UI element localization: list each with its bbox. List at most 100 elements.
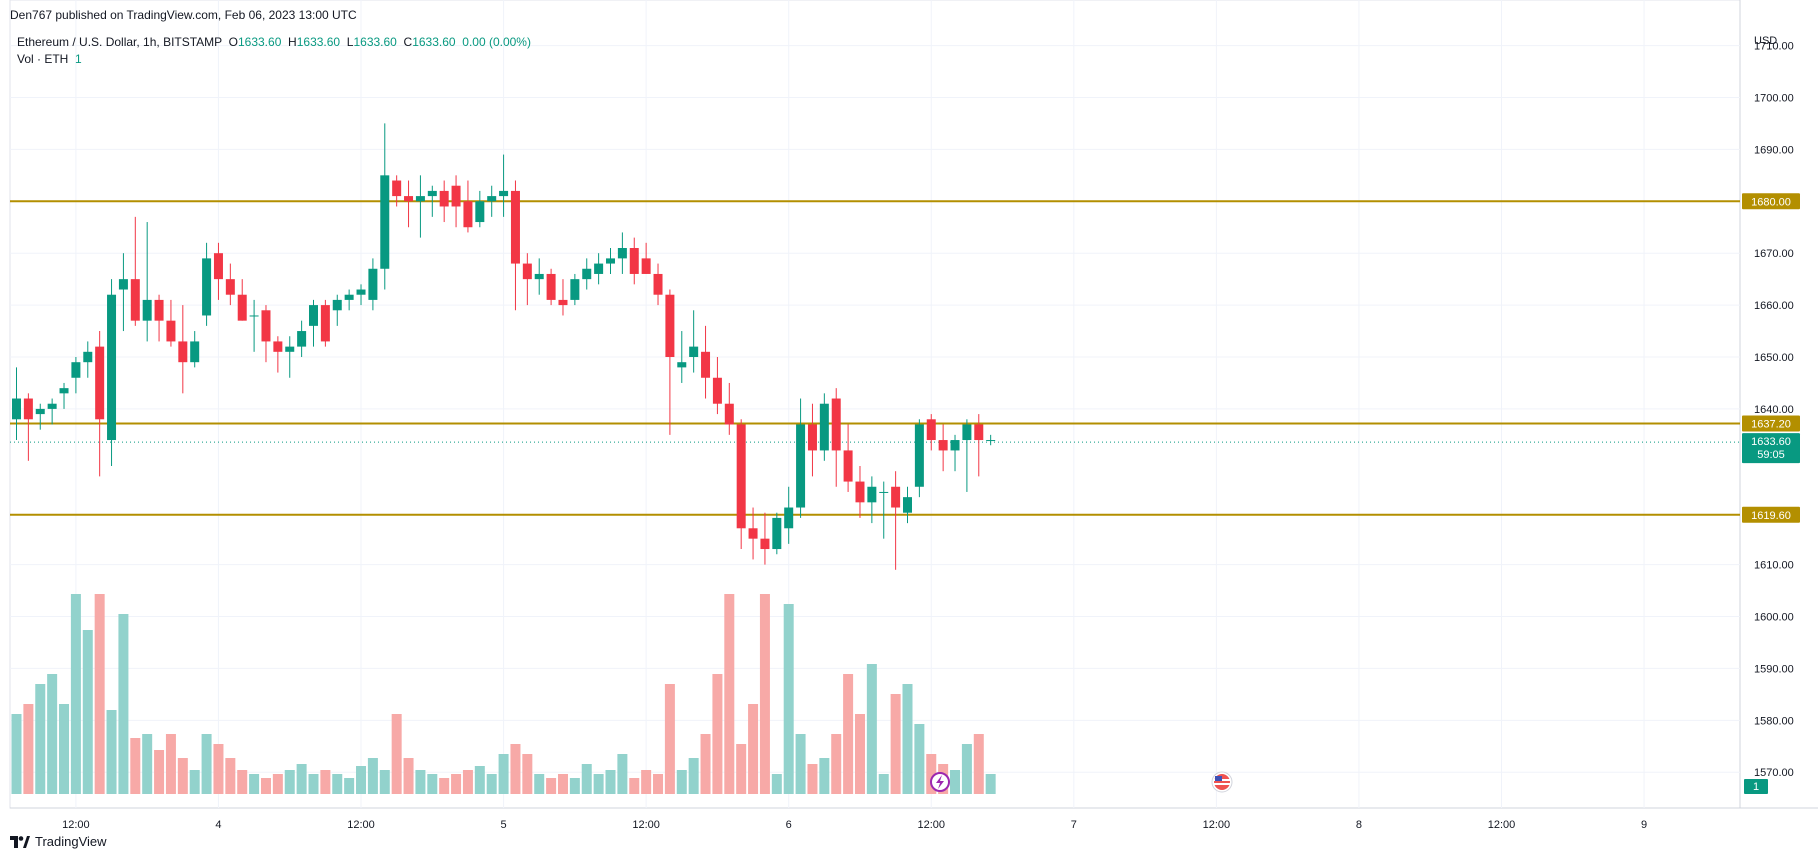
volume-bar — [201, 734, 212, 794]
volume-bar — [367, 758, 378, 794]
y-tick-label: 1610.00 — [1754, 560, 1794, 572]
candle — [47, 398, 57, 425]
volume-bar — [451, 774, 462, 794]
volume-bar — [130, 738, 141, 794]
candle — [903, 486, 912, 524]
volume-bar — [831, 734, 842, 794]
candle-body — [190, 341, 200, 363]
candle — [142, 222, 152, 342]
candle — [439, 180, 449, 223]
candle — [202, 242, 212, 326]
candle — [285, 336, 295, 378]
volume-bar — [581, 764, 592, 794]
volume-bar — [35, 684, 46, 794]
candle — [118, 253, 128, 332]
tradingview-footer[interactable]: TradingView — [10, 834, 107, 849]
volume-bar — [641, 770, 652, 794]
candle-body — [867, 486, 877, 503]
volume-value: 1 — [75, 52, 82, 66]
last-price-badge — [1742, 433, 1800, 464]
candle — [154, 294, 164, 342]
tradingview-logo-icon — [10, 835, 30, 848]
volume-bar — [23, 704, 34, 794]
volume-bar — [902, 684, 913, 794]
candle-body — [261, 310, 271, 342]
candle — [427, 185, 437, 217]
candle-body — [938, 440, 948, 451]
candle — [582, 258, 592, 290]
volume-bar — [391, 714, 402, 794]
volume-bar — [249, 774, 260, 794]
candle — [320, 299, 330, 347]
candle-body — [926, 419, 936, 441]
candle-body — [202, 258, 212, 316]
symbol-legend[interactable]: Ethereum / U.S. Dollar, 1h, BITSTAMP O16… — [17, 35, 531, 49]
candle-body — [118, 279, 128, 290]
candle-body — [950, 440, 960, 451]
volume-bar — [617, 754, 628, 794]
volume-bar — [866, 664, 877, 794]
candle — [451, 175, 461, 228]
x-tick-label: 5 — [501, 819, 507, 831]
candle-body — [451, 185, 461, 207]
candle-body — [594, 263, 604, 274]
candle — [724, 382, 734, 435]
candle — [95, 331, 105, 477]
candle — [986, 434, 996, 446]
volume-bar — [736, 744, 747, 794]
candle-body — [689, 346, 699, 357]
candle — [807, 403, 817, 477]
currency-label: USD — [1754, 35, 1777, 47]
volume-legend[interactable]: Vol · ETH 1 — [17, 52, 82, 66]
candle-body — [368, 268, 378, 300]
candle — [546, 268, 556, 306]
candle-body — [166, 320, 176, 342]
candle — [35, 403, 45, 430]
y-tick-label: 1580.00 — [1754, 715, 1794, 727]
y-tick-label: 1640.00 — [1754, 404, 1794, 416]
price-axis: 1710.00 1700.00 1690.00 1680.00 1670.00 1660.… — [1742, 35, 1800, 794]
volume-bar — [926, 754, 937, 794]
y-tick-label: 1700.00 — [1754, 92, 1794, 104]
candle — [831, 388, 841, 487]
candle-body — [380, 175, 390, 269]
volume-bar — [843, 674, 854, 794]
candle-body — [914, 424, 924, 487]
time-axis: 12:00 4 12:00 5 12:00 6 12:00 7 12:00 8 12:00 9 — [62, 771, 1647, 831]
volume-bar — [973, 734, 984, 794]
volume-axis-badge — [1744, 779, 1768, 794]
candle — [784, 486, 794, 544]
volume-bar — [47, 674, 58, 794]
candle — [701, 325, 711, 399]
candle-body — [344, 294, 354, 300]
x-tick-label: 12:00 — [917, 819, 945, 831]
volume-bar — [819, 758, 830, 794]
horizontal-levels — [10, 200, 1740, 516]
x-tick-label: 12:00 — [1203, 819, 1231, 831]
candle — [166, 299, 176, 347]
low-value: 1633.60 — [353, 35, 397, 49]
volume-bar — [593, 774, 604, 794]
candle — [843, 424, 853, 492]
candle — [380, 123, 390, 290]
candle-body — [23, 398, 33, 420]
candle — [974, 414, 984, 477]
candle-body — [986, 440, 996, 442]
candle — [107, 279, 117, 466]
candle — [71, 357, 81, 394]
volume-bar — [546, 778, 557, 794]
candle — [237, 279, 247, 321]
candle — [772, 512, 782, 555]
candle-body — [404, 196, 414, 202]
candle-body — [439, 190, 449, 207]
candle — [796, 398, 806, 518]
candle-body — [71, 362, 81, 378]
countdown-label: 59:05 — [1757, 449, 1785, 461]
candle — [356, 284, 366, 306]
candle-body — [522, 263, 532, 280]
candle — [891, 471, 901, 570]
candle — [950, 434, 960, 472]
volume-bar — [890, 694, 901, 794]
candle-body — [570, 279, 580, 300]
